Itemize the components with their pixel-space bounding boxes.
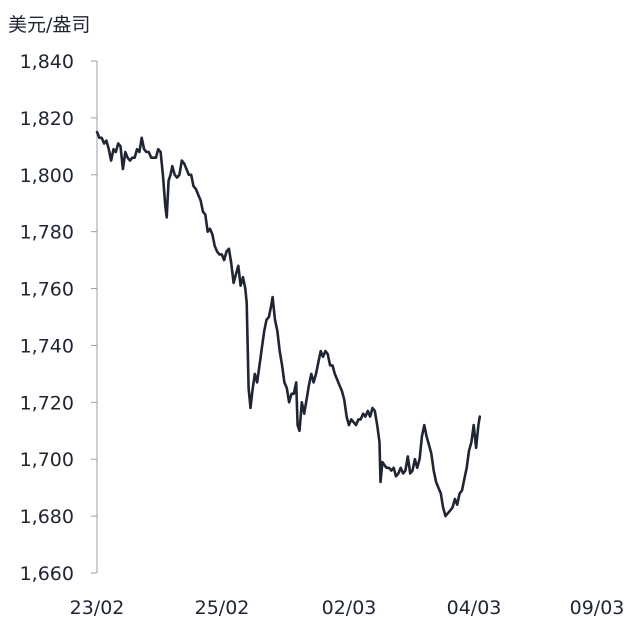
y-tick-label: 1,680 xyxy=(20,506,74,528)
y-tick-label: 1,800 xyxy=(20,165,74,187)
x-tick-label: 09/03 xyxy=(570,597,625,619)
y-tick-label: 1,760 xyxy=(20,279,74,301)
series-group xyxy=(95,130,482,518)
price-series-line xyxy=(95,130,482,518)
y-tick-label: 1,720 xyxy=(20,392,74,414)
y-tick-label: 1,740 xyxy=(20,335,74,357)
x-axis-ticks: 23/02 25/02 02/03 04/03 09/03 xyxy=(70,597,625,619)
y-tick-label: 1,820 xyxy=(20,108,74,130)
x-tick-label: 04/03 xyxy=(447,597,502,619)
y-axis-ticks: 1,660 1,680 1,700 1,720 1,740 1,760 1,780 1,800… xyxy=(20,51,97,585)
y-tick-label: 1,660 xyxy=(20,563,74,585)
x-tick-label: 25/02 xyxy=(195,597,250,619)
y-tick-label: 1,780 xyxy=(20,222,74,244)
x-tick-label: 02/03 xyxy=(322,597,377,619)
y-tick-label: 1,700 xyxy=(20,449,74,471)
y-tick-label: 1,840 xyxy=(20,51,74,73)
y-axis-unit-label: 美元/盎司 xyxy=(8,14,91,36)
x-tick-label: 23/02 xyxy=(70,597,125,619)
